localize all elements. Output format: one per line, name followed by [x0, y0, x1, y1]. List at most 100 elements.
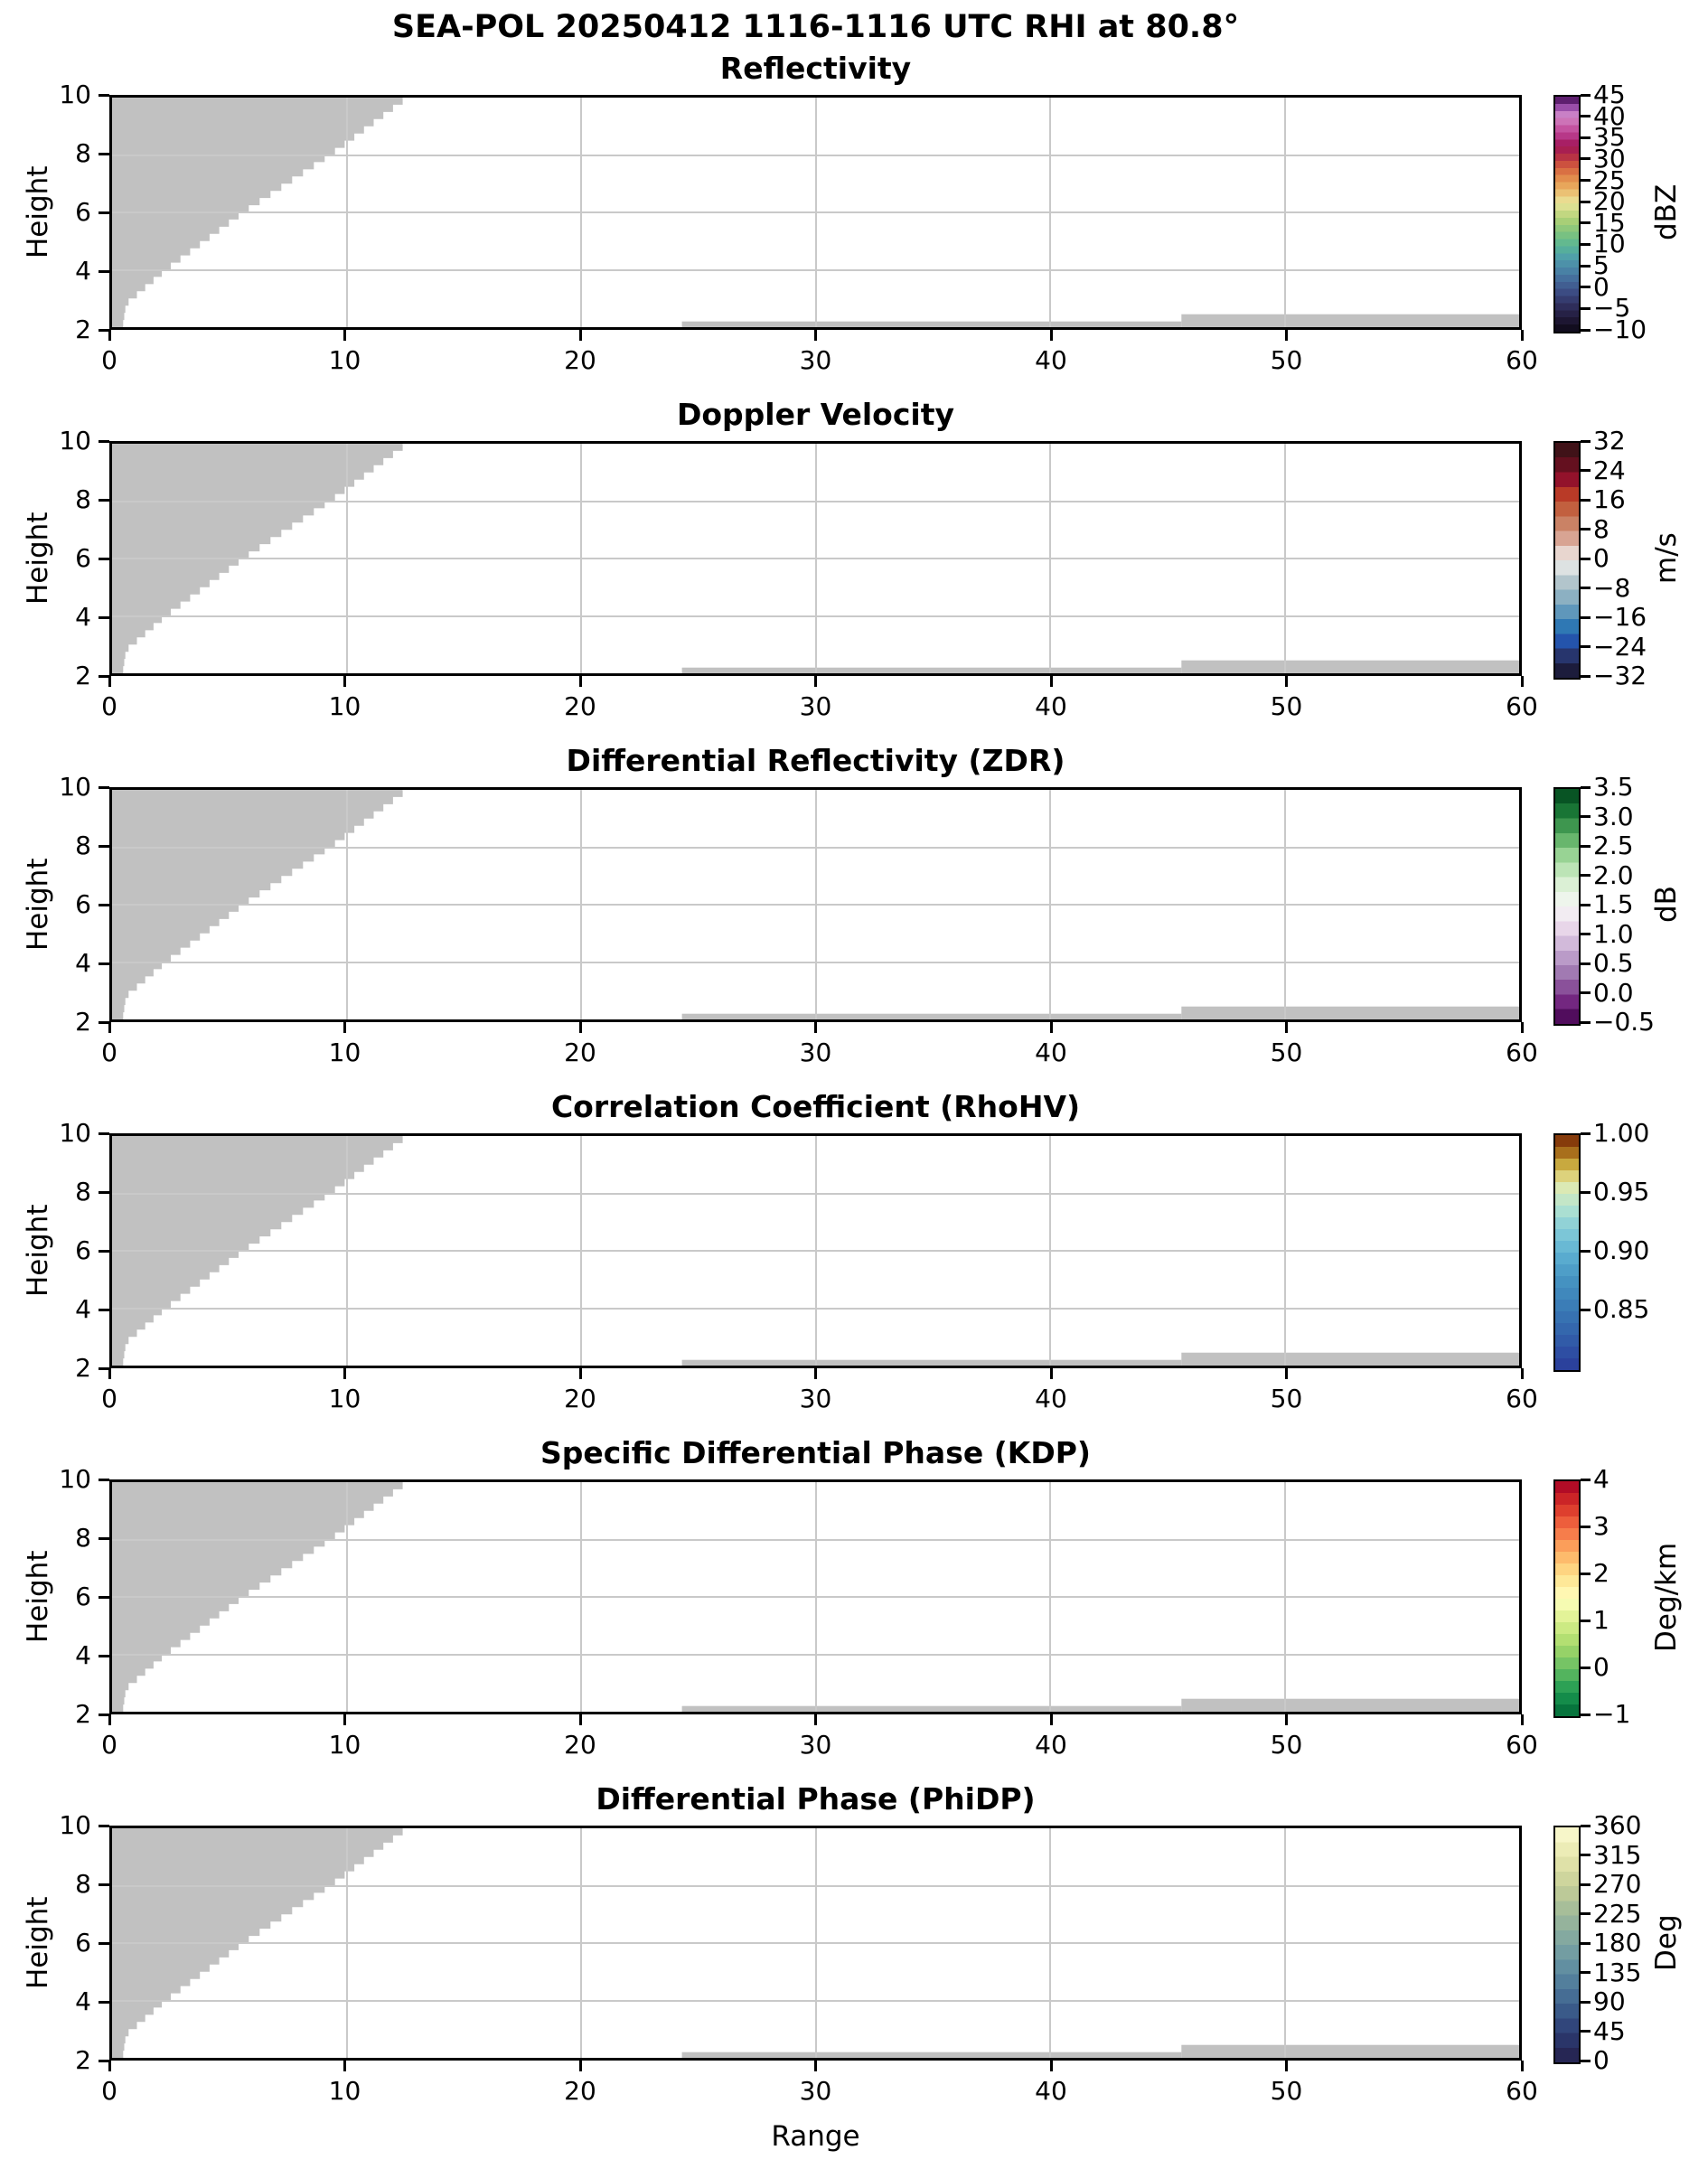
x-tick-label: 30	[799, 1730, 832, 1760]
colorbar-tick	[1581, 1824, 1591, 1827]
colorbar-tick-label: 25	[1593, 164, 1626, 195]
colorbar-tick	[1581, 1478, 1591, 1481]
colorbar-tick	[1581, 1249, 1591, 1253]
y-tick-label: 4	[75, 256, 91, 286]
colorbar-tick-label: 15	[1593, 207, 1626, 238]
y-tick-label: 6	[75, 1928, 91, 1958]
x-tick-label: 60	[1506, 1730, 1538, 1760]
gridline-horizontal	[112, 1250, 1519, 1252]
colorbar-tick	[1581, 93, 1591, 97]
y-tick	[99, 1020, 109, 1024]
x-tick-label: 60	[1506, 1384, 1538, 1413]
colorbar-tick-label: 1	[1593, 1605, 1609, 1635]
gridline-horizontal	[112, 961, 1519, 963]
panel-title: Specific Differential Phase (KDP)	[540, 1435, 1092, 1470]
colorbar-tick	[1581, 264, 1591, 268]
y-tick	[99, 1654, 109, 1657]
x-tick	[1049, 1714, 1053, 1725]
colorbar-tick	[1581, 1190, 1591, 1194]
x-tick-label: 60	[1506, 1038, 1538, 1067]
colorbar-tick-label: 0.0	[1593, 977, 1634, 1008]
colorbar-tick	[1581, 221, 1591, 225]
colorbar-tick	[1581, 1572, 1591, 1575]
y-tick-label: 8	[75, 484, 91, 514]
y-tick	[99, 1478, 109, 1481]
gridline-horizontal	[112, 904, 1519, 906]
x-tick-label: 40	[1035, 1038, 1067, 1067]
plot-area	[109, 95, 1522, 330]
y-tick	[99, 615, 109, 619]
y-tick	[99, 1308, 109, 1311]
y-tick-label: 10	[59, 1464, 91, 1494]
y-tick-label: 2	[75, 661, 91, 690]
gridline-horizontal	[112, 1653, 1519, 1656]
x-tick	[578, 1714, 582, 1725]
colorbar-tick	[1581, 615, 1591, 619]
y-tick-label: 10	[59, 80, 91, 109]
y-tick-label: 8	[75, 1869, 91, 1899]
colorbar-reflectivity	[1553, 95, 1581, 333]
colorbar-unit-label: Deg/km	[1650, 1542, 1683, 1652]
colorbar-tick-label: 24	[1593, 455, 1626, 485]
x-tick	[814, 1022, 817, 1033]
panel-title: Reflectivity	[719, 51, 912, 86]
y-tick-label: 4	[75, 1294, 91, 1324]
y-tick	[99, 844, 109, 848]
colorbar-tick-label: 3.5	[1593, 772, 1634, 802]
x-tick-label: 0	[101, 2076, 117, 2106]
x-tick-label: 10	[328, 1730, 361, 1760]
colorbar-correlation-coefficient-rhohv	[1553, 1133, 1581, 1372]
x-tick	[108, 1714, 111, 1725]
colorbar-tick-label: 1.00	[1593, 1118, 1650, 1148]
y-tick-label: 10	[59, 1118, 91, 1148]
gridline-horizontal	[112, 846, 1519, 849]
gridline-horizontal	[112, 1999, 1519, 2002]
x-tick-label: 20	[564, 2076, 596, 2106]
gridline-horizontal	[112, 1596, 1519, 1598]
colorbar-tick	[1581, 1971, 1591, 1974]
x-tick	[1049, 1368, 1053, 1379]
xlabel-range: Range	[771, 2120, 860, 2153]
plot-area	[109, 787, 1522, 1022]
colorbar-tick-label: 0.85	[1593, 1294, 1650, 1324]
x-tick-label: 40	[1035, 1384, 1067, 1413]
x-tick-label: 50	[1270, 345, 1303, 375]
gridline-horizontal	[112, 500, 1519, 502]
x-tick-label: 30	[799, 1038, 832, 1067]
x-tick	[1285, 676, 1288, 687]
y-tick-label: 8	[75, 1177, 91, 1207]
x-tick-label: 20	[564, 1384, 596, 1413]
x-tick	[814, 330, 817, 341]
colorbar-tick-label: 0	[1593, 543, 1609, 573]
colorbar-tick	[1581, 1854, 1591, 1856]
x-tick	[578, 2061, 582, 2071]
y-tick	[99, 785, 109, 789]
colorbar-tick	[1581, 674, 1591, 678]
gridline-horizontal	[112, 1192, 1519, 1195]
gridline-horizontal	[112, 1307, 1519, 1310]
colorbar-tick	[1581, 498, 1591, 502]
x-tick	[814, 2061, 817, 2071]
x-tick	[108, 676, 111, 687]
colorbar-tick-label: 45	[1593, 80, 1626, 109]
colorbar-tick	[1581, 328, 1591, 332]
colorbar-tick-label: −5	[1593, 293, 1631, 324]
x-tick-label: 0	[101, 691, 117, 721]
y-tick	[99, 557, 109, 560]
colorbar-unit-label: dBZ	[1650, 183, 1683, 241]
colorbar-tick-label: 2.5	[1593, 831, 1634, 860]
colorbar-tick	[1581, 785, 1591, 789]
y-tick	[99, 2059, 109, 2062]
x-tick	[578, 1022, 582, 1033]
x-tick-label: 10	[328, 1384, 361, 1413]
x-tick	[1520, 1714, 1524, 1725]
figure-suptitle: SEA-POL 20250412 1116-1116 UTC RHI at 80…	[391, 9, 1240, 45]
colorbar-tick-label: 45	[1593, 2015, 1626, 2046]
gridline-horizontal	[112, 268, 1519, 271]
x-tick-label: 10	[328, 345, 361, 375]
x-tick	[1520, 1368, 1524, 1379]
colorbar-tick-label: 0.5	[1593, 948, 1634, 978]
y-tick-label: 2	[75, 1353, 91, 1383]
x-tick	[1520, 676, 1524, 687]
y-tick	[99, 498, 109, 502]
